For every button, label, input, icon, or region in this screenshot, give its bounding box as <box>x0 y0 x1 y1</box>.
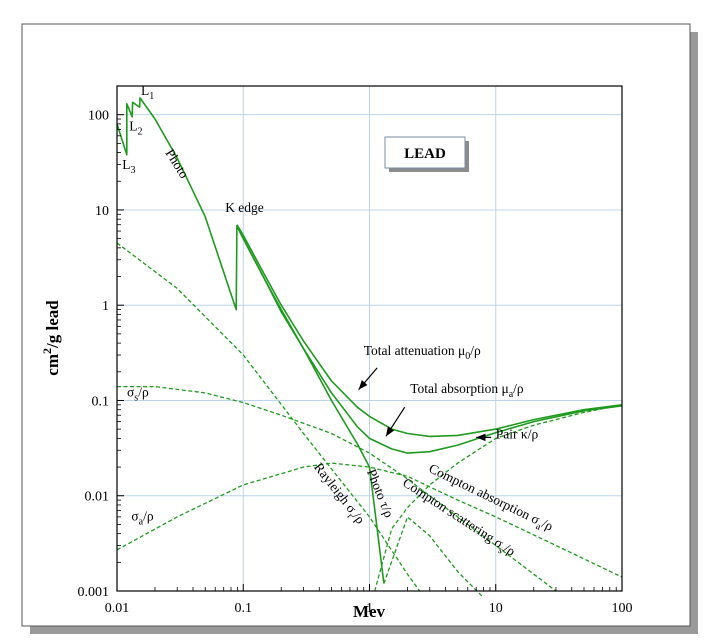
y-tick-label: 10 <box>95 204 109 219</box>
label-subscript: 1 <box>149 91 154 102</box>
label-subscript: 3 <box>130 165 135 176</box>
label-subscript: s <box>496 545 505 556</box>
curve-total-absorption <box>236 225 623 454</box>
x-tick-label: 100 <box>612 601 633 616</box>
label-text: K edge <box>225 200 264 215</box>
plot-border <box>116 85 623 592</box>
curve-compton-scattering <box>117 385 557 592</box>
annotation-total-attenuation: Total attenuation μ0/ρ <box>364 343 481 362</box>
lead-box-label: LEAD <box>404 146 446 162</box>
curve-total-attenuation <box>236 224 623 438</box>
label-subscript: a <box>534 521 543 533</box>
y-tick-label: 1 <box>102 299 109 314</box>
annotation-sigma-a: σa/ρ <box>131 509 153 528</box>
absorption-arrow-head <box>385 426 395 437</box>
curve-photo <box>116 97 385 584</box>
lead-box-frame <box>384 136 466 169</box>
annotation-sigma-s: σs/ρ <box>127 385 149 404</box>
label-subscript: r <box>345 511 356 521</box>
curve-pair <box>374 404 623 592</box>
label-suffix: /ρ <box>513 381 524 396</box>
curve-photo-low <box>383 516 484 599</box>
label-text: Pair κ/ρ <box>496 426 539 441</box>
label-subscript: 0 <box>465 351 470 362</box>
annotation-pair: Pair κ/ρ <box>496 426 539 441</box>
label-suffix: /ρ <box>470 343 481 358</box>
y-axis-title-rest: /g lead <box>43 300 62 349</box>
label-subscript: 2 <box>137 127 142 138</box>
label-text: L <box>122 157 130 172</box>
label-text: L <box>129 119 137 134</box>
y-tick-label: 100 <box>88 109 109 124</box>
annotation-l1: L1 <box>141 83 154 102</box>
curves <box>116 97 623 599</box>
label-text: σ <box>127 385 135 400</box>
attenuation-arrow-head <box>358 380 368 390</box>
y-axis-title-unit: cm <box>43 354 62 376</box>
label-text: Total absorption μ <box>410 381 509 396</box>
annotation-k-edge: K edge <box>225 200 264 215</box>
curve-rayleigh <box>116 242 421 592</box>
label-subscript: a <box>509 389 514 400</box>
x-axis-title: Mev <box>353 602 386 621</box>
x-tick-label: 0.1 <box>235 601 253 616</box>
x-tick-label: 10 <box>489 601 503 616</box>
label-text: σ <box>131 509 139 524</box>
label-suffix: /ρ <box>143 509 154 524</box>
curve-compton-absorption <box>116 462 623 578</box>
label-text: L <box>141 83 149 98</box>
x-tick-label: 0.01 <box>105 601 130 616</box>
pair-arrow-head <box>476 433 486 442</box>
label-subscript: s <box>134 393 138 404</box>
y-axis-title: cm2/g lead <box>40 300 62 376</box>
y-tick-label: 0.1 <box>92 394 110 409</box>
x-tick-label: 1 <box>366 601 373 616</box>
annotation-total-absorption: Total absorption μa/ρ <box>410 381 524 400</box>
annotation-l3: L3 <box>122 157 135 176</box>
label-text: Total attenuation μ <box>364 343 466 358</box>
label-subscript: a <box>139 517 144 528</box>
y-axis-title-superscript: 2 <box>40 348 54 354</box>
y-tick-label: 0.01 <box>85 490 110 505</box>
annotation-l2: L2 <box>129 119 142 138</box>
lead-box: LEAD <box>384 136 469 172</box>
y-tick-label: 0.001 <box>78 585 110 600</box>
label-suffix: /ρ <box>138 385 149 400</box>
